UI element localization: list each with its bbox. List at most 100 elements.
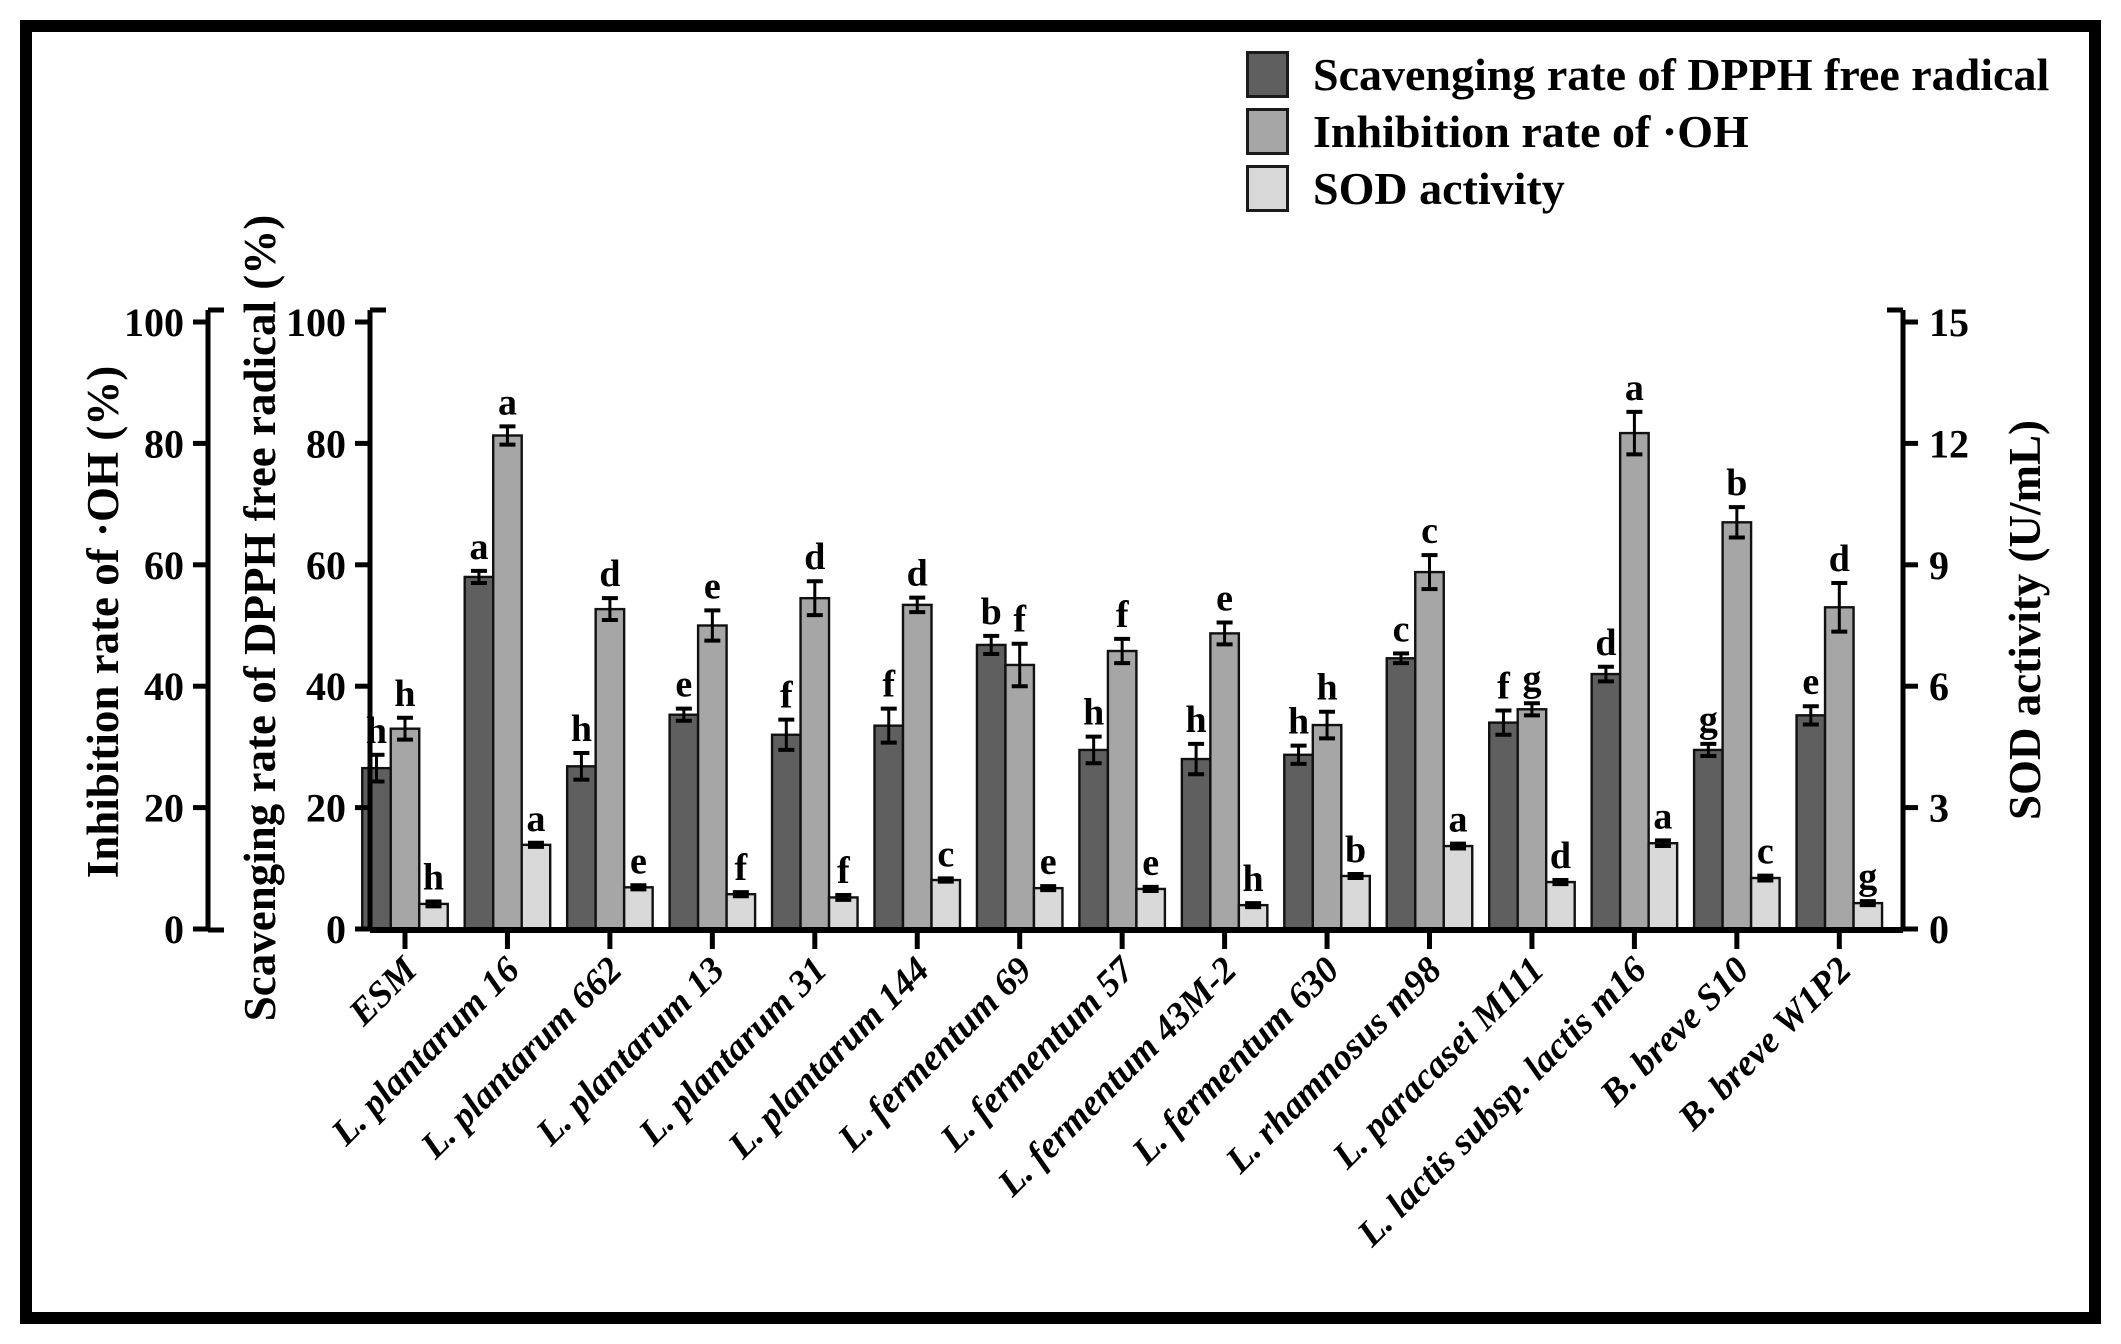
sod-tick-label: 3 xyxy=(1929,786,1949,831)
bar xyxy=(901,603,933,932)
bar xyxy=(696,624,728,932)
sig-letter: f xyxy=(882,664,896,706)
category-label: L. plantarum 16 xyxy=(323,949,528,1154)
legend-label-dpph: Scavenging rate of DPPH free radical xyxy=(1313,48,2050,100)
sig-letter: f xyxy=(1013,599,1027,641)
dpph-tick-label: 60 xyxy=(306,543,346,588)
bar xyxy=(1078,748,1110,932)
sod-tick-label: 6 xyxy=(1929,664,1949,709)
bar xyxy=(1795,714,1827,932)
legend-item-sod: SOD activity xyxy=(1246,160,2049,217)
bar xyxy=(622,886,654,932)
dpph-tick-label: 20 xyxy=(306,786,346,831)
legend-item-oh: Inhibition rate of ·OH xyxy=(1246,103,2049,160)
oh-tick-label: 80 xyxy=(144,421,184,466)
legend-label-oh: Inhibition rate of ·OH xyxy=(1313,105,1749,157)
sig-letter: h xyxy=(571,708,592,750)
sod-tick-label: 9 xyxy=(1929,543,1949,588)
legend-item-dpph: Scavenging rate of DPPH free radical xyxy=(1246,46,2049,103)
sod-tick-label: 0 xyxy=(1929,907,1949,952)
sig-letter: h xyxy=(394,673,415,715)
sig-letter: e xyxy=(1802,661,1819,703)
bar xyxy=(1516,708,1548,932)
bar xyxy=(873,724,905,932)
bar xyxy=(361,766,392,932)
sig-letter: c xyxy=(1757,831,1774,873)
axis-title-sod: SOD activity (U/mL) xyxy=(2000,420,2050,820)
sig-letter: h xyxy=(1288,701,1309,743)
legend-label-sod: SOD activity xyxy=(1313,162,1565,214)
sig-letter: b xyxy=(1345,829,1366,871)
dpph-tick-label: 80 xyxy=(306,421,346,466)
bar xyxy=(1590,672,1622,932)
category-label: ESM xyxy=(340,949,426,1035)
bar xyxy=(725,892,757,932)
legend-swatch-oh-icon xyxy=(1246,108,1289,155)
sig-letter: a xyxy=(1625,367,1644,409)
sig-letter: a xyxy=(1449,799,1468,841)
legend-swatch-sod-icon xyxy=(1246,165,1289,212)
bar xyxy=(492,434,523,932)
sig-letter: d xyxy=(1595,622,1616,664)
sig-letter: a xyxy=(469,526,488,568)
sod-tick-label: 12 xyxy=(1929,421,1969,466)
sig-letter: e xyxy=(630,840,647,882)
sig-letter: e xyxy=(1216,577,1233,619)
sig-letter: a xyxy=(498,381,517,423)
sig-letter: a xyxy=(526,798,545,840)
bar xyxy=(930,878,962,932)
sig-letter: g xyxy=(1699,699,1718,741)
bar xyxy=(1209,632,1241,932)
sig-letter: g xyxy=(1858,856,1877,898)
sig-letter: h xyxy=(1083,692,1104,734)
bar xyxy=(1180,757,1212,932)
category-label: L. plantarum 13 xyxy=(528,949,733,1154)
bar xyxy=(389,727,421,932)
sig-letter: b xyxy=(1726,462,1747,504)
bar xyxy=(799,596,831,932)
bar xyxy=(1692,748,1724,932)
bar xyxy=(1647,842,1679,932)
bar xyxy=(520,843,552,932)
sig-letter: f xyxy=(1116,594,1130,636)
sig-letter: f xyxy=(780,675,794,717)
oh-tick-label: 20 xyxy=(144,786,184,831)
bar xyxy=(1442,844,1474,932)
bar xyxy=(827,896,859,932)
bar xyxy=(1340,874,1372,932)
bar xyxy=(1823,606,1855,932)
sig-letter: e xyxy=(704,565,721,607)
bar xyxy=(1544,880,1576,932)
sig-letter: a xyxy=(1653,795,1672,837)
bar xyxy=(1749,876,1781,932)
bar xyxy=(594,607,626,932)
bar xyxy=(1618,431,1650,932)
sig-letter: e xyxy=(1040,841,1057,883)
bar xyxy=(1721,521,1753,932)
bar xyxy=(975,643,1007,932)
dpph-tick-label: 100 xyxy=(286,300,346,345)
sig-letter: h xyxy=(1186,699,1207,741)
sig-letter: d xyxy=(804,536,825,578)
bar xyxy=(1311,723,1343,932)
bar xyxy=(1135,887,1167,932)
sig-letter: c xyxy=(1421,510,1438,552)
sig-letter: h xyxy=(423,856,444,898)
sig-letter: c xyxy=(1393,608,1410,650)
sig-letter: g xyxy=(1522,658,1541,700)
bar xyxy=(1032,886,1064,932)
category-label: L. plantarum 31 xyxy=(630,949,835,1154)
bar xyxy=(1852,901,1884,932)
figure-border xyxy=(20,20,2101,1324)
sod-tick-label: 15 xyxy=(1929,300,1969,345)
bar xyxy=(1004,663,1036,932)
bar xyxy=(1385,657,1417,932)
sig-letter: b xyxy=(981,591,1002,633)
sig-letter: c xyxy=(937,833,954,875)
bar xyxy=(463,575,495,932)
sig-letter: d xyxy=(1829,538,1850,580)
axis-title-dpph: Scavenging rate of DPPH free radical (%) xyxy=(235,214,285,1022)
bar xyxy=(770,733,802,932)
